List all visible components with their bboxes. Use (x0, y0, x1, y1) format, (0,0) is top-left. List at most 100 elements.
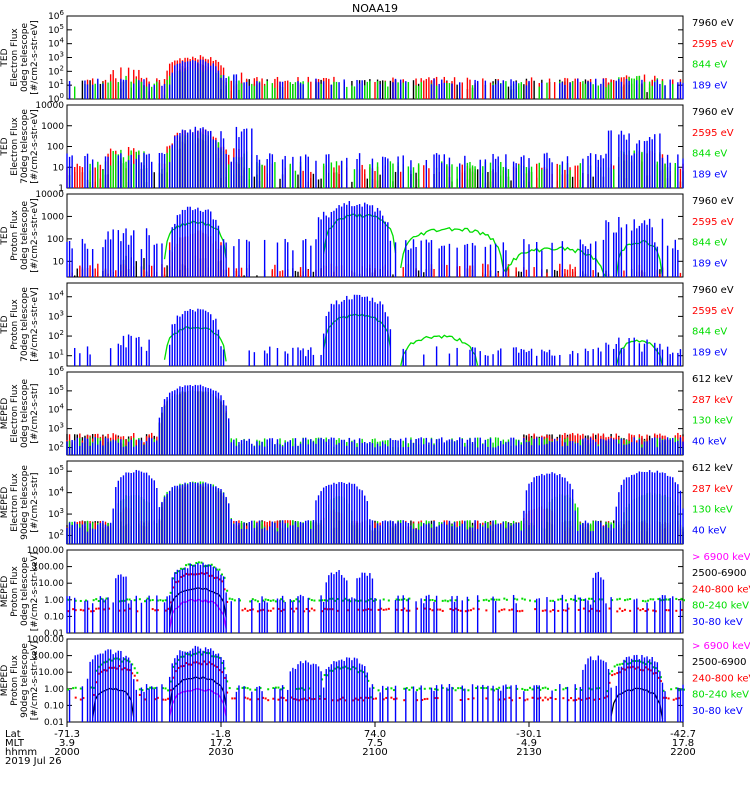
series-point (469, 609, 472, 612)
series-point (431, 609, 434, 612)
series-point (251, 608, 254, 611)
series-point (126, 598, 129, 601)
series-point (395, 697, 398, 700)
series-point (313, 698, 316, 701)
series-point (154, 687, 157, 690)
legend-entry: 2595 eV (692, 128, 734, 139)
x-tick-label: 4.9 (521, 738, 537, 749)
y-tick-label: 1.00 (44, 596, 64, 606)
series-point (516, 598, 519, 601)
series-point (277, 698, 280, 701)
series-point (659, 680, 662, 683)
series-point (331, 669, 334, 672)
series-point (292, 698, 295, 701)
series-point (223, 576, 226, 579)
series-point (400, 598, 403, 601)
series-point (95, 607, 98, 610)
series-point (382, 698, 385, 701)
y-axis-label: [#/cm2-s-str-keV] (30, 552, 40, 631)
series-point (177, 580, 180, 583)
legend-entry: 189 eV (692, 81, 727, 92)
y-axis-label: Proton Flux (10, 299, 20, 350)
series-point (508, 686, 511, 689)
series-point (562, 697, 565, 700)
series-point (298, 600, 300, 603)
series-point (652, 666, 655, 669)
series-point (446, 600, 449, 603)
series-point (131, 663, 134, 666)
series-point (490, 688, 493, 691)
series-point (362, 609, 365, 612)
series-point (151, 687, 154, 690)
series-point (372, 599, 375, 602)
series-point (167, 689, 170, 692)
series-point (203, 572, 206, 575)
series-point (262, 608, 265, 611)
series-point (557, 609, 560, 612)
series-point (203, 660, 206, 663)
series-point (441, 599, 444, 602)
series-point (331, 699, 334, 702)
series-point (621, 667, 624, 670)
series-point (677, 689, 680, 692)
y-axis-label: 70deg telescope (20, 109, 30, 184)
series-point (100, 597, 103, 600)
series-point (529, 599, 531, 602)
series-point (305, 699, 308, 702)
series-point (267, 699, 270, 702)
series-point (536, 686, 539, 689)
series-point (598, 598, 601, 601)
series-point (205, 572, 208, 575)
series-point (92, 599, 95, 602)
series-point (318, 599, 321, 602)
series-point (380, 607, 383, 610)
series-point (174, 670, 177, 673)
series-point (187, 573, 190, 576)
series-point (344, 699, 347, 702)
series-point (326, 608, 329, 611)
series-point (357, 600, 360, 603)
y-tick-label: 100.00 (33, 563, 65, 573)
series-point (244, 696, 247, 699)
series-point (156, 609, 159, 612)
series-point (292, 599, 295, 602)
series-point (141, 689, 144, 692)
series-point (292, 610, 295, 613)
series-point (256, 698, 259, 701)
series-point (154, 609, 157, 612)
y-axis-label: [#/cm2-s-str-eV] (30, 109, 40, 184)
series-point (79, 687, 82, 690)
series-point (190, 663, 193, 666)
series-point (518, 610, 521, 613)
series-point (213, 655, 216, 658)
y-tick-label: 104 (48, 37, 64, 50)
series-point (308, 697, 311, 700)
series-point (375, 697, 377, 700)
series-point (541, 687, 544, 690)
series-point (92, 610, 95, 613)
series-point (218, 568, 221, 571)
series-point (177, 570, 180, 573)
y-tick-label: 1000 (41, 122, 64, 132)
series-point (588, 610, 591, 613)
series-point (95, 598, 98, 601)
series-point (487, 599, 490, 602)
series-point (634, 659, 637, 662)
series-point (611, 599, 614, 602)
series-point (618, 663, 621, 666)
series-point (246, 609, 249, 612)
series-point (228, 597, 231, 600)
series-point (67, 610, 69, 613)
series-line (92, 675, 664, 720)
series-point (282, 697, 285, 700)
legend-entry: > 6900 keV (692, 552, 750, 563)
y-tick-label: 102 (48, 329, 64, 342)
series-point (192, 564, 195, 567)
series-point (128, 669, 131, 672)
legend-entry: 844 eV (692, 60, 727, 71)
series-point (588, 597, 591, 600)
series-point (641, 669, 644, 672)
series-point (539, 696, 542, 699)
series-point (102, 669, 105, 672)
y-axis-label: 70deg telescope (20, 287, 30, 362)
